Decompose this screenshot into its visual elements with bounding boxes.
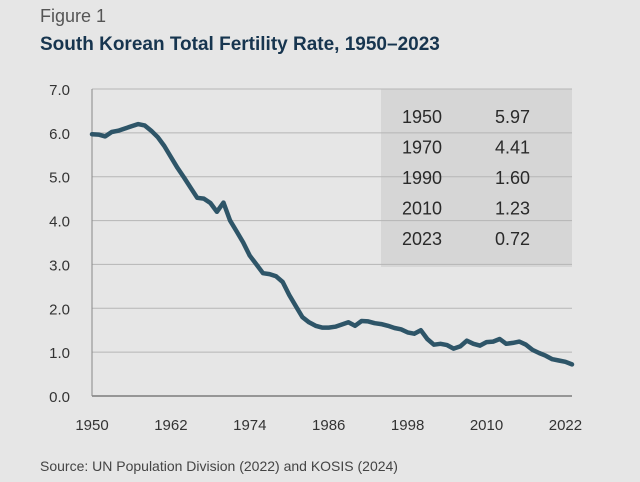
table-value: 5.97 (495, 107, 530, 127)
y-tick-label: 6.0 (49, 126, 70, 143)
y-tick-label: 3.0 (49, 257, 70, 274)
y-tick-label: 2.0 (49, 301, 70, 318)
y-tick-label: 4.0 (49, 214, 70, 231)
source-note: Source: UN Population Division (2022) an… (40, 458, 398, 474)
chart-title: South Korean Total Fertility Rate, 1950–… (40, 34, 440, 55)
table-value: 0.72 (495, 229, 530, 249)
table-year: 1970 (402, 138, 442, 158)
y-tick-label: 5.0 (49, 170, 70, 187)
table-value: 1.23 (495, 199, 530, 219)
y-tick-label: 0.0 (49, 389, 70, 406)
x-tick-label: 2010 (470, 417, 503, 434)
table-value: 4.41 (495, 138, 530, 158)
table-year: 1990 (402, 168, 442, 188)
table-value: 1.60 (495, 168, 530, 188)
x-tick-label: 1974 (233, 417, 266, 434)
table-year: 1950 (402, 107, 442, 127)
fertility-rate-series-line (89, 121, 575, 367)
x-tick-label: 1986 (312, 417, 345, 434)
table-year: 2010 (402, 199, 442, 219)
y-tick-label: 1.0 (49, 345, 70, 362)
x-tick-label: 1962 (154, 417, 187, 434)
inset-table-background (381, 89, 572, 267)
x-tick-label: 1950 (75, 417, 108, 434)
x-tick-label: 1998 (391, 417, 424, 434)
y-tick-label: 7.0 (49, 82, 70, 99)
figure-label: Figure 1 (40, 6, 107, 26)
table-year: 2023 (402, 229, 442, 249)
x-tick-label: 2022 (549, 417, 582, 434)
